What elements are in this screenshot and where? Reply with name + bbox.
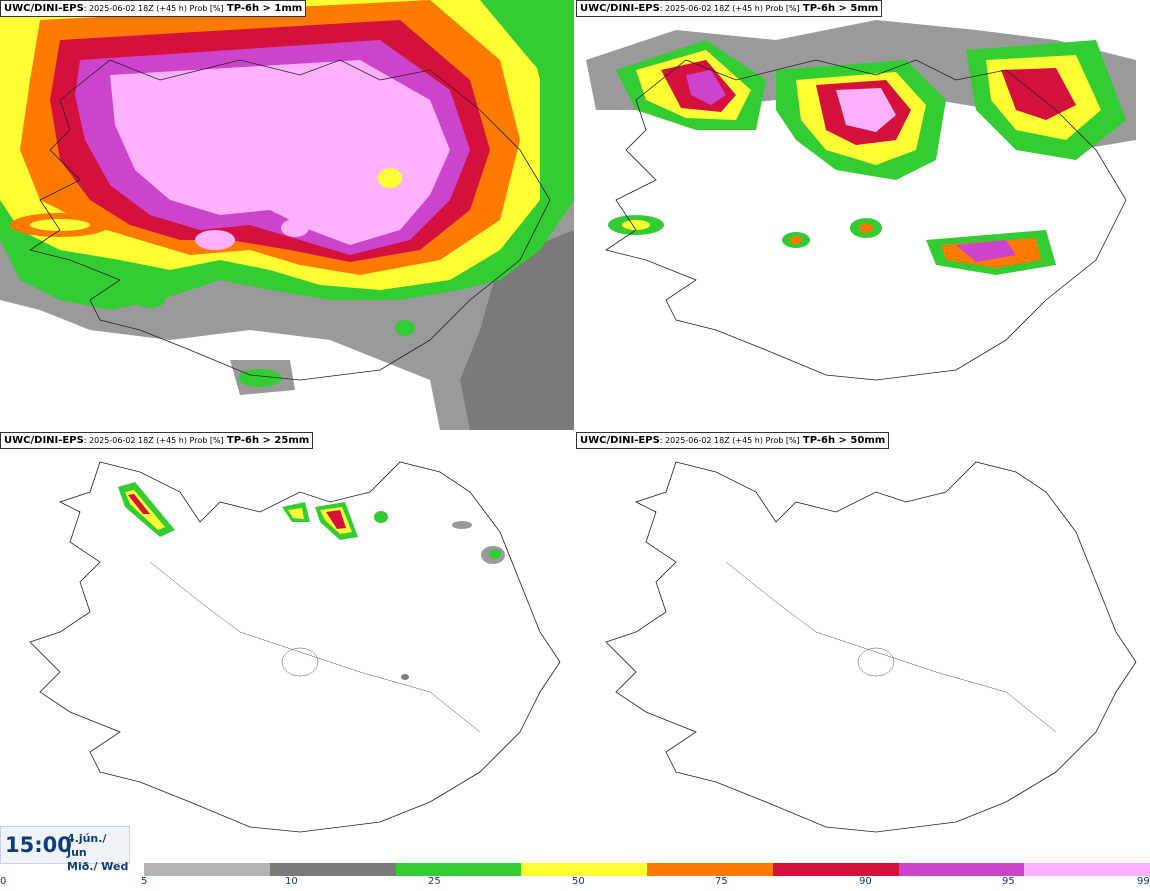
valid-date: 4.jún./ Jun Mið./ Wed [67, 832, 129, 874]
run-meta: : 2025-06-02 18Z (+45 h) Prob [%] [659, 4, 800, 13]
colorbar-segment [144, 863, 270, 876]
map-panel-50mm: UWC/DINI-EPS: 2025-06-02 18Z (+45 h) Pro… [576, 432, 1150, 862]
run-meta: : 2025-06-02 18Z (+45 h) Prob [%] [83, 436, 224, 445]
threshold-label: TP-6h > 1mm [226, 3, 303, 14]
colorbar-tick-label: 75 [715, 876, 728, 887]
map-panel-5mm: UWC/DINI-EPS: 2025-06-02 18Z (+45 h) Pro… [576, 0, 1150, 430]
panel-title: UWC/DINI-EPS: 2025-06-02 18Z (+45 h) Pro… [576, 0, 883, 17]
panel-title: UWC/DINI-EPS: 2025-06-02 18Z (+45 h) Pro… [576, 432, 890, 449]
probability-map-5mm [576, 0, 1150, 430]
colorbar-segment [521, 863, 648, 876]
source-label: UWC/DINI-EPS [580, 3, 660, 14]
threshold-label: TP-6h > 5mm [802, 3, 879, 14]
source-label: UWC/DINI-EPS [580, 435, 660, 446]
colorbar-tick-label: 50 [572, 876, 585, 887]
panel-title: UWC/DINI-EPS: 2025-06-02 18Z (+45 h) Pro… [0, 432, 314, 449]
map-panel-25mm: UWC/DINI-EPS: 2025-06-02 18Z (+45 h) Pro… [0, 432, 574, 862]
panel-title: UWC/DINI-EPS: 2025-06-02 18Z (+45 h) Pro… [0, 0, 307, 17]
probability-map-50mm [576, 432, 1150, 862]
colorbar-segment [395, 863, 522, 876]
threshold-label: TP-6h > 25mm [226, 435, 310, 446]
run-meta: : 2025-06-02 18Z (+45 h) Prob [%] [83, 4, 224, 13]
colorbar-segment [898, 863, 1025, 876]
valid-time: 15:00 [5, 833, 72, 857]
colorbar-segment [647, 863, 773, 876]
colorbar-segment [269, 863, 396, 876]
probability-map-25mm [0, 432, 574, 862]
colorbar-tick-label: 90 [859, 876, 872, 887]
valid-date-line2: Mið./ Wed [67, 860, 129, 873]
probability-colorbar [144, 863, 1150, 876]
colorbar-tick-label: 10 [285, 876, 298, 887]
map-panel-1mm: UWC/DINI-EPS: 2025-06-02 18Z (+45 h) Pro… [0, 0, 574, 430]
valid-time-box: 15:00 4.jún./ Jun Mið./ Wed [0, 826, 130, 873]
colorbar-tick-label: 95 [1002, 876, 1015, 887]
colorbar-segment [772, 863, 899, 876]
threshold-label: TP-6h > 50mm [802, 435, 886, 446]
probability-map-1mm [0, 0, 574, 430]
colorbar-tick-label: 5 [141, 876, 148, 887]
source-label: UWC/DINI-EPS [4, 435, 84, 446]
colorbar-tick-label: 0 [0, 876, 7, 887]
colorbar-tick-label: 99 [1137, 876, 1150, 887]
colorbar-segment [1024, 863, 1150, 876]
source-label: UWC/DINI-EPS [4, 3, 84, 14]
valid-date-line1: 4.jún./ Jun [67, 832, 107, 859]
run-meta: : 2025-06-02 18Z (+45 h) Prob [%] [659, 436, 800, 445]
colorbar-tick-label: 25 [428, 876, 441, 887]
